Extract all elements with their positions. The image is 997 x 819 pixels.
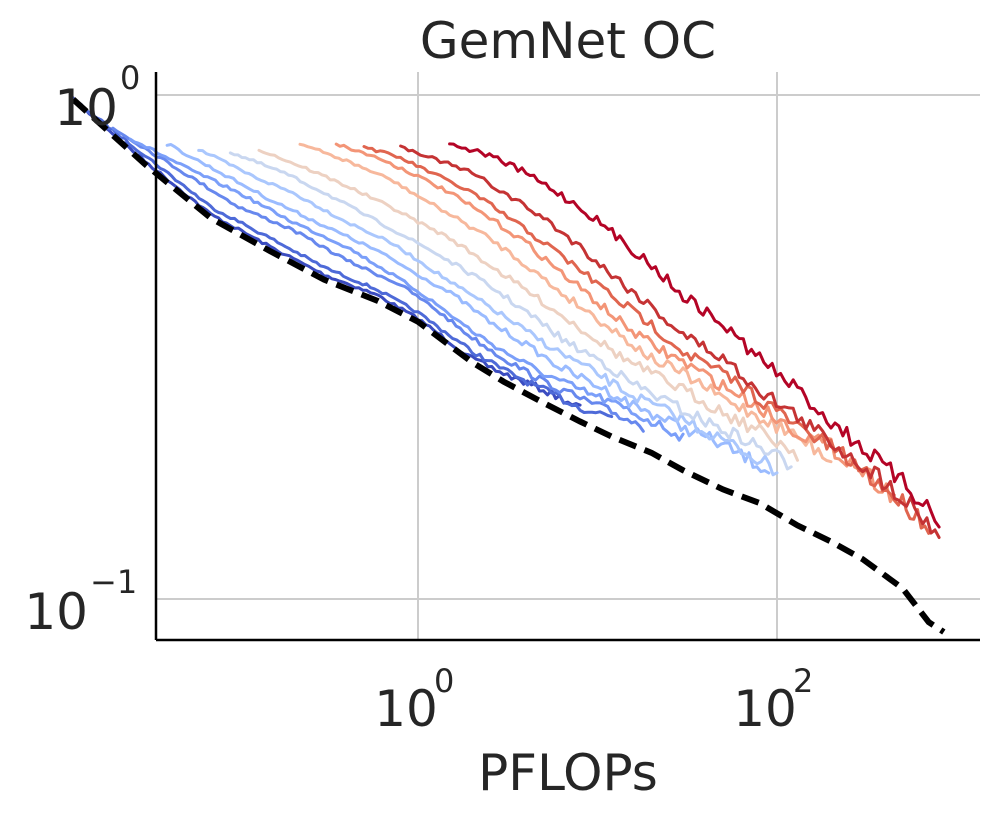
x-tick-label-0: 100 bbox=[374, 662, 454, 738]
y-tick-exp-0: −1 bbox=[90, 563, 137, 601]
frontier-group bbox=[71, 97, 946, 635]
series-line-6 bbox=[228, 151, 793, 471]
y-tick-exp-1: 0 bbox=[120, 59, 140, 97]
series-line-3 bbox=[128, 137, 685, 442]
series-line-10 bbox=[362, 145, 931, 535]
series-line-4 bbox=[165, 143, 771, 475]
y-tick-label-0: 10−1 bbox=[24, 563, 137, 641]
y-tick-label-1: 100 bbox=[54, 59, 140, 137]
series-line-11 bbox=[399, 144, 941, 539]
y-tick-base-0: 10 bbox=[24, 583, 88, 641]
series-line-8 bbox=[298, 142, 833, 464]
series-line-9 bbox=[334, 142, 896, 504]
x-tick-labels: 100 102 bbox=[374, 662, 813, 738]
x-tick-base-0: 10 bbox=[374, 680, 438, 738]
frontier-line bbox=[71, 97, 946, 635]
x-tick-exp-0: 0 bbox=[434, 662, 454, 700]
x-tick-label-1: 102 bbox=[733, 662, 813, 738]
series-line-2 bbox=[111, 126, 645, 433]
y-tick-base-1: 10 bbox=[54, 79, 118, 137]
series-line-1 bbox=[71, 97, 614, 419]
x-tick-exp-1: 2 bbox=[793, 662, 813, 700]
series-line-7 bbox=[257, 148, 799, 462]
grid bbox=[156, 72, 980, 640]
x-axis-label: PFLOPs bbox=[478, 744, 658, 802]
x-tick-base-1: 10 bbox=[733, 680, 797, 738]
series-group bbox=[71, 96, 941, 539]
chart-title: GemNet OC bbox=[420, 12, 716, 70]
series-line-5 bbox=[197, 148, 779, 477]
series-line-12 bbox=[448, 142, 941, 529]
